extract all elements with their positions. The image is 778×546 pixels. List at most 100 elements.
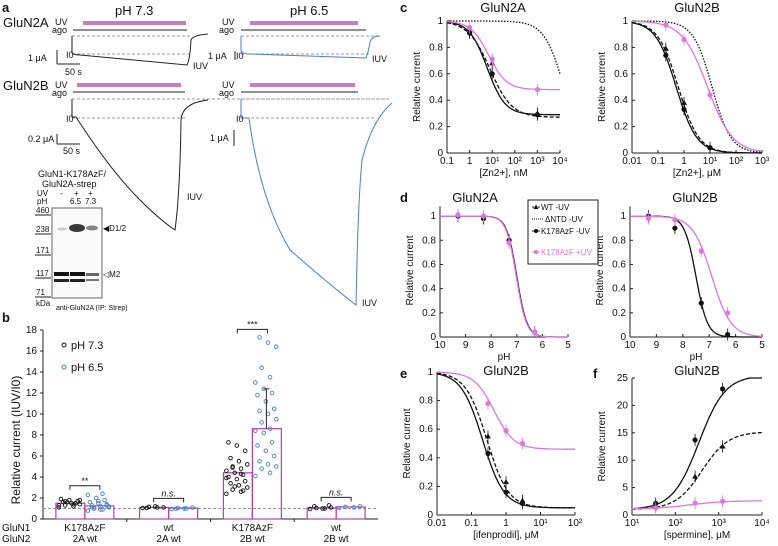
- c-left-data-point: [489, 71, 495, 77]
- ago-label: ago: [219, 25, 234, 35]
- b-data-point: [351, 505, 357, 510]
- uv-bar: [250, 21, 358, 25]
- e-ytick-label: 0.6: [419, 424, 433, 435]
- b-data-point: [343, 504, 348, 510]
- scale-2b-left: 0.2 μA: [28, 134, 54, 144]
- f-xtick-label: 10¹: [625, 518, 640, 529]
- c-right-xtick-label: 0.1: [651, 156, 665, 167]
- b-data-point: [357, 504, 363, 509]
- d-right-ytick-label: 0: [620, 332, 626, 343]
- c-left-curve--ntd-uv: [447, 20, 561, 74]
- e-data-point: [485, 450, 491, 457]
- iuv-label: IUV: [187, 192, 202, 202]
- b-data-point: [224, 468, 229, 473]
- d-legend-k178-uv: K178AzF +UV: [541, 248, 593, 257]
- c-right-ytick-label: 0: [622, 148, 628, 159]
- b-data-point: [257, 459, 262, 464]
- b-data-point: [271, 406, 277, 412]
- b-ytick-label: 12: [26, 388, 38, 399]
- e-data-point: [519, 440, 526, 447]
- b-data-point: [269, 390, 275, 396]
- e-ytick-label: 0: [427, 510, 433, 521]
- marker-117: 117: [36, 269, 49, 278]
- f-ytick-label: 20: [617, 400, 629, 411]
- b-data-point: [56, 503, 62, 508]
- b-data-point: [96, 498, 101, 504]
- c-right-xtick-label: 10³: [755, 156, 770, 167]
- d-right-xtick-label: 5: [759, 340, 765, 351]
- trace-2b-ph73: [71, 99, 209, 231]
- iuv-label: IUV: [372, 54, 387, 64]
- western-blot: GluN1-K178AzF/ GluN2A-strep UV pH - + + …: [35, 169, 128, 312]
- b-data-point: [267, 375, 273, 380]
- chart-d-left: GluN2A pH Relative current 0 0.2 0.4 0.6 0.8 1 10…: [405, 190, 571, 363]
- b-data-point: [71, 502, 76, 507]
- f-xtick-label: 10³: [711, 518, 726, 529]
- c-left-curve-k178azf-uv: [446, 20, 560, 91]
- f-data-point: [719, 443, 726, 449]
- b-data-point: [238, 471, 244, 477]
- b-data-point: [161, 505, 166, 510]
- b-significance-label: n.s.: [161, 488, 176, 498]
- b-glun2-label: 2A wt: [156, 534, 181, 545]
- b-data-point: [93, 495, 99, 501]
- b-glun1-label: K178AzF: [64, 523, 105, 534]
- d-left-ytick-label: 0: [430, 332, 436, 343]
- f-ytick-label: 5: [622, 483, 628, 494]
- d-right-xtick-label: 9: [654, 340, 660, 351]
- c-right-title: GluN2B: [674, 0, 720, 15]
- b-data-point: [245, 462, 250, 467]
- circle-marker: [534, 229, 538, 233]
- f-ytick-label: 25: [617, 373, 629, 384]
- b-data-point: [100, 491, 105, 497]
- d-left-data-point: [455, 212, 461, 218]
- b-data-point: [240, 488, 246, 493]
- d-right-data-point: [672, 225, 678, 231]
- b-significance-bracket: [236, 328, 268, 334]
- b-data-point: [267, 470, 273, 476]
- i0-label: I0: [236, 51, 244, 61]
- d-right-data-point: [725, 310, 731, 316]
- band-label-d12: ◀D1/2: [103, 224, 127, 233]
- b-data-point: [98, 504, 103, 509]
- f-data-point: [720, 386, 726, 392]
- marker-unit: kDa: [36, 299, 51, 308]
- b-data-point: [173, 506, 179, 511]
- uv-bar: [77, 83, 181, 87]
- b-data-point: [87, 499, 93, 505]
- f-title: GluN2B: [674, 363, 720, 378]
- b-data-point: [263, 448, 269, 454]
- c-left-ytick-label: 0: [437, 148, 443, 159]
- d-left-data-point: [532, 329, 538, 335]
- e-xtick-label: 10²: [568, 518, 583, 529]
- scale-2b-right: 1 μA: [210, 133, 229, 143]
- d-left-xtick-label: 7: [514, 340, 520, 351]
- f-xlabel: [spermine], μM: [664, 530, 730, 541]
- b-significance-label: **: [81, 476, 89, 486]
- e-xtick-label: 10¹: [533, 518, 548, 529]
- b-ytick-label: 2: [31, 493, 37, 504]
- b-data-point: [257, 335, 262, 340]
- c-left-xtick-label: 10²: [508, 156, 523, 167]
- c-right-xtick-label: 0.01: [622, 156, 642, 167]
- c-right-xtick-label: 10¹: [703, 156, 718, 167]
- b-data-point: [265, 340, 271, 345]
- time-scale: 50 s: [65, 67, 83, 77]
- b-ytick-label: 14: [26, 367, 38, 378]
- b-glun1-label: wt: [330, 523, 341, 534]
- e-data-point: [503, 479, 509, 485]
- b-data-point: [242, 448, 248, 454]
- b-glun1-label: K178AzF: [232, 523, 273, 534]
- b-data-point: [62, 503, 68, 508]
- b-data-point: [67, 497, 72, 503]
- panel-label-f: f: [593, 366, 598, 381]
- b-significance-bracket: [69, 485, 101, 490]
- b-ytick-label: 6: [31, 451, 37, 462]
- d-right-data-point: [698, 300, 704, 306]
- c-right-data-point: [681, 99, 687, 105]
- c-right-data-point: [662, 45, 669, 51]
- b-data-point: [245, 485, 250, 490]
- blot-title-1: GluN1-K178AzF/: [38, 169, 107, 179]
- b-data-point: [253, 473, 258, 479]
- b-data-point: [232, 484, 237, 489]
